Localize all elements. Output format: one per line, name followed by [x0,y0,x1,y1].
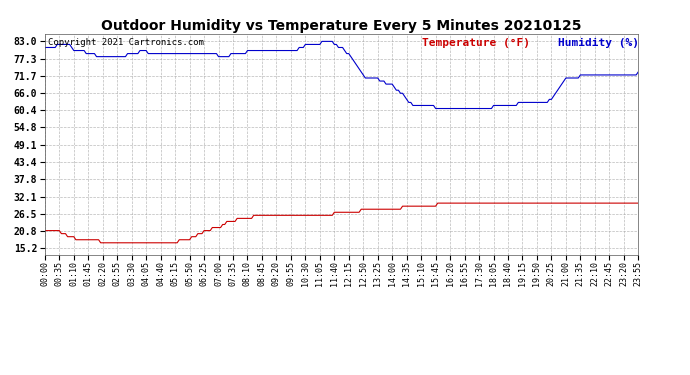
Text: Temperature (°F): Temperature (°F) [422,38,530,48]
Text: Copyright 2021 Cartronics.com: Copyright 2021 Cartronics.com [48,38,204,47]
Text: Humidity (%): Humidity (%) [558,38,639,48]
Title: Outdoor Humidity vs Temperature Every 5 Minutes 20210125: Outdoor Humidity vs Temperature Every 5 … [101,19,582,33]
